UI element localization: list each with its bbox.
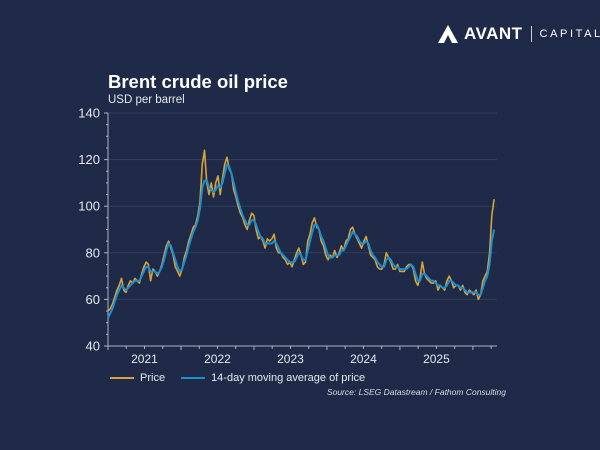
y-tick-label: 40: [86, 339, 100, 354]
y-tick-label: 80: [86, 245, 100, 260]
brand-name: AVANT: [464, 24, 523, 43]
y-tick-label: 140: [78, 106, 100, 121]
chart-title: Brent crude oil price: [108, 71, 288, 92]
legend-item-moving-average: 14-day moving average of price: [181, 372, 365, 384]
gridlines: [108, 112, 497, 300]
y-tick-label: 100: [78, 199, 100, 214]
legend-label-price: Price: [140, 372, 166, 384]
legend-swatch-moving-average: [181, 377, 206, 379]
legend-swatch-price: [110, 377, 134, 379]
y-tick-label: 60: [86, 292, 100, 307]
series-lines: [107, 149, 496, 319]
legend: Price 14-day moving average of price: [110, 372, 381, 384]
y-axis-unit-label: USD per barrel: [108, 94, 185, 106]
brand-divider: [530, 26, 532, 42]
x-tick-label: 2021: [131, 352, 158, 366]
x-tick-label: 2025: [423, 352, 450, 366]
source-note: Source: LSEG Datastream / Fathom Consult…: [326, 387, 506, 397]
price-line: [107, 149, 495, 312]
legend-item-price: Price: [110, 372, 165, 384]
moving-average-line: [107, 163, 496, 319]
x-tick-label: 2023: [277, 352, 304, 366]
x-tick-label: 2022: [204, 352, 231, 366]
brand-logo: AVANT CAPITAL: [437, 22, 600, 46]
brand-suffix: CAPITAL: [539, 28, 600, 40]
x-tick-label: 2024: [350, 352, 377, 366]
y-tick-label: 120: [78, 152, 100, 167]
avant-logo-icon: [438, 25, 458, 43]
legend-label-moving-average: 14-day moving average of price: [211, 372, 366, 384]
axes: 40 60 80 100 120 140 2021 2022 2023 2024 2025: [78, 106, 497, 366]
